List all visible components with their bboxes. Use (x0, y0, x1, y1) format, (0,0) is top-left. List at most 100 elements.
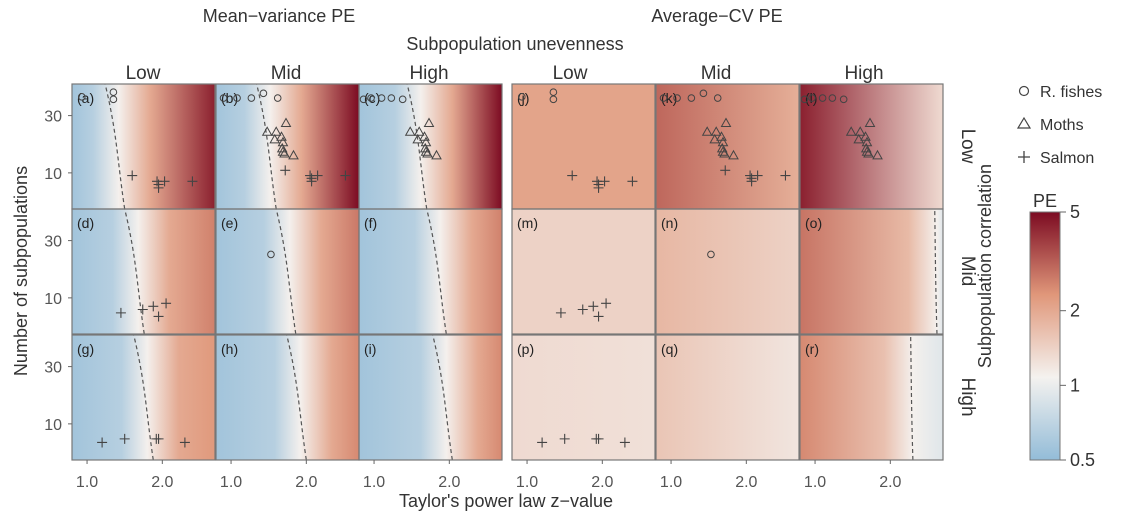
rfish-point (219, 94, 228, 102)
panel-label: (a) (77, 90, 94, 106)
x-tick-label: 1.0 (516, 474, 538, 491)
heatmap-panel-f (359, 209, 502, 334)
panel-label: (p) (517, 341, 534, 357)
legend-label-moths: Moths (1040, 117, 1084, 134)
salmon-point (627, 176, 638, 187)
heatmap-panel-q (656, 335, 799, 460)
moth-point (431, 149, 442, 160)
x-tick-label: 2.0 (151, 474, 173, 491)
average-cv-title: Average−CV PE (651, 6, 782, 26)
shape-legend: R. fishes Moths Salmon (1016, 84, 1102, 167)
pe1-contour (406, 83, 428, 210)
panel-label: (h) (221, 341, 238, 357)
moth-point (413, 126, 425, 136)
rfish-point (808, 94, 816, 102)
heatmap-panel-k (656, 84, 799, 209)
panel-frame (71, 334, 216, 461)
salmon-point (161, 298, 172, 309)
salmon-point (153, 311, 164, 322)
moth-point (710, 126, 722, 136)
heatmap-panel-l (800, 84, 943, 209)
panel-label: (r) (805, 341, 819, 357)
x-tick-label: 2.0 (591, 474, 613, 491)
rfish-point (377, 94, 386, 102)
salmon-point (127, 170, 138, 181)
salmon-point (599, 176, 610, 187)
rfish-point (839, 95, 848, 104)
pe1-contour (934, 208, 938, 335)
panel-frame (71, 208, 216, 335)
salmon-point (588, 301, 599, 312)
heatmap-panel-j (512, 84, 655, 209)
moth-point (872, 149, 883, 160)
pe1-contour (432, 334, 453, 461)
heatmap-panel-o (800, 209, 943, 334)
pe-colorbar: PE 0.5 1 2 5 (1029, 191, 1095, 470)
legend-plus-symbol (1018, 151, 1030, 163)
salmon-point (153, 433, 164, 444)
moth-point (422, 147, 433, 158)
row-axis-label: Subpopulation correlation (975, 164, 995, 368)
y-axis-label: Number of subpopulations (11, 166, 31, 376)
moth-point (864, 117, 876, 128)
rfish-point (517, 93, 526, 101)
salmon-point (115, 307, 126, 318)
salmon-point (187, 176, 198, 187)
legend-triangle-symbol (1016, 116, 1032, 129)
heatmap-panel-i (359, 335, 502, 460)
pe1-contour (124, 208, 145, 335)
panel-label: (g) (77, 341, 94, 357)
salmon-point (537, 437, 548, 448)
moth-point (845, 126, 857, 136)
row-strip-labels: Low Mid High (957, 129, 978, 417)
pe1-contour (104, 83, 126, 210)
salmon-point (780, 170, 791, 181)
panel-label: (f) (364, 215, 377, 231)
moth-point (860, 142, 872, 153)
rfish-point (233, 94, 241, 102)
x-tick-label: 2.0 (879, 474, 901, 491)
panel-label: (l) (805, 90, 817, 106)
panel-label: (d) (77, 215, 94, 231)
col-title-mv-mid: Mid (271, 63, 302, 84)
rfish-point (707, 250, 715, 259)
rfish-point (549, 88, 558, 96)
moth-point (709, 133, 721, 144)
x-axis-label: Taylor's power law z−value (399, 491, 613, 511)
row-label-high: High (957, 377, 978, 416)
rfish-point (109, 95, 118, 104)
rfish-point (699, 89, 708, 98)
panel-frame (511, 334, 656, 461)
col-title-cv-low: Low (553, 63, 588, 84)
y-tick-label: 30 (44, 234, 62, 251)
rfish-point (267, 250, 275, 259)
col-title-cv-mid: Mid (701, 63, 732, 84)
moth-point (863, 147, 874, 158)
heatmap-panel-h (216, 335, 359, 460)
salmon-point (148, 301, 159, 312)
row-label-low: Low (957, 129, 978, 164)
mean-variance-title: Mean−variance PE (203, 6, 356, 26)
x-tick-label: 1.0 (363, 474, 385, 491)
panel-label: (m) (517, 215, 538, 231)
moth-point (269, 133, 281, 144)
salmon-point (340, 170, 351, 181)
pe1-contour (133, 334, 154, 461)
rfish-point (109, 88, 118, 96)
panel-label: (n) (661, 215, 678, 231)
panel-label: (q) (661, 341, 678, 357)
panel-frame (655, 208, 800, 335)
heatmap-panel-r (800, 335, 943, 460)
moth-point (270, 126, 282, 136)
legend-circle-symbol (1018, 85, 1030, 97)
panel-label: (o) (805, 215, 822, 231)
legend-label-salmon: Salmon (1040, 150, 1094, 167)
moth-point (720, 117, 732, 128)
rfish-point (273, 94, 282, 102)
heatmap-panel-d (72, 209, 215, 334)
rfish-point (367, 94, 375, 102)
moth-point (280, 117, 292, 128)
colorbar-tick-label: 2 (1070, 301, 1080, 321)
heatmap-panel-p (512, 335, 655, 460)
colorbar-tick-label: 1 (1070, 375, 1080, 395)
